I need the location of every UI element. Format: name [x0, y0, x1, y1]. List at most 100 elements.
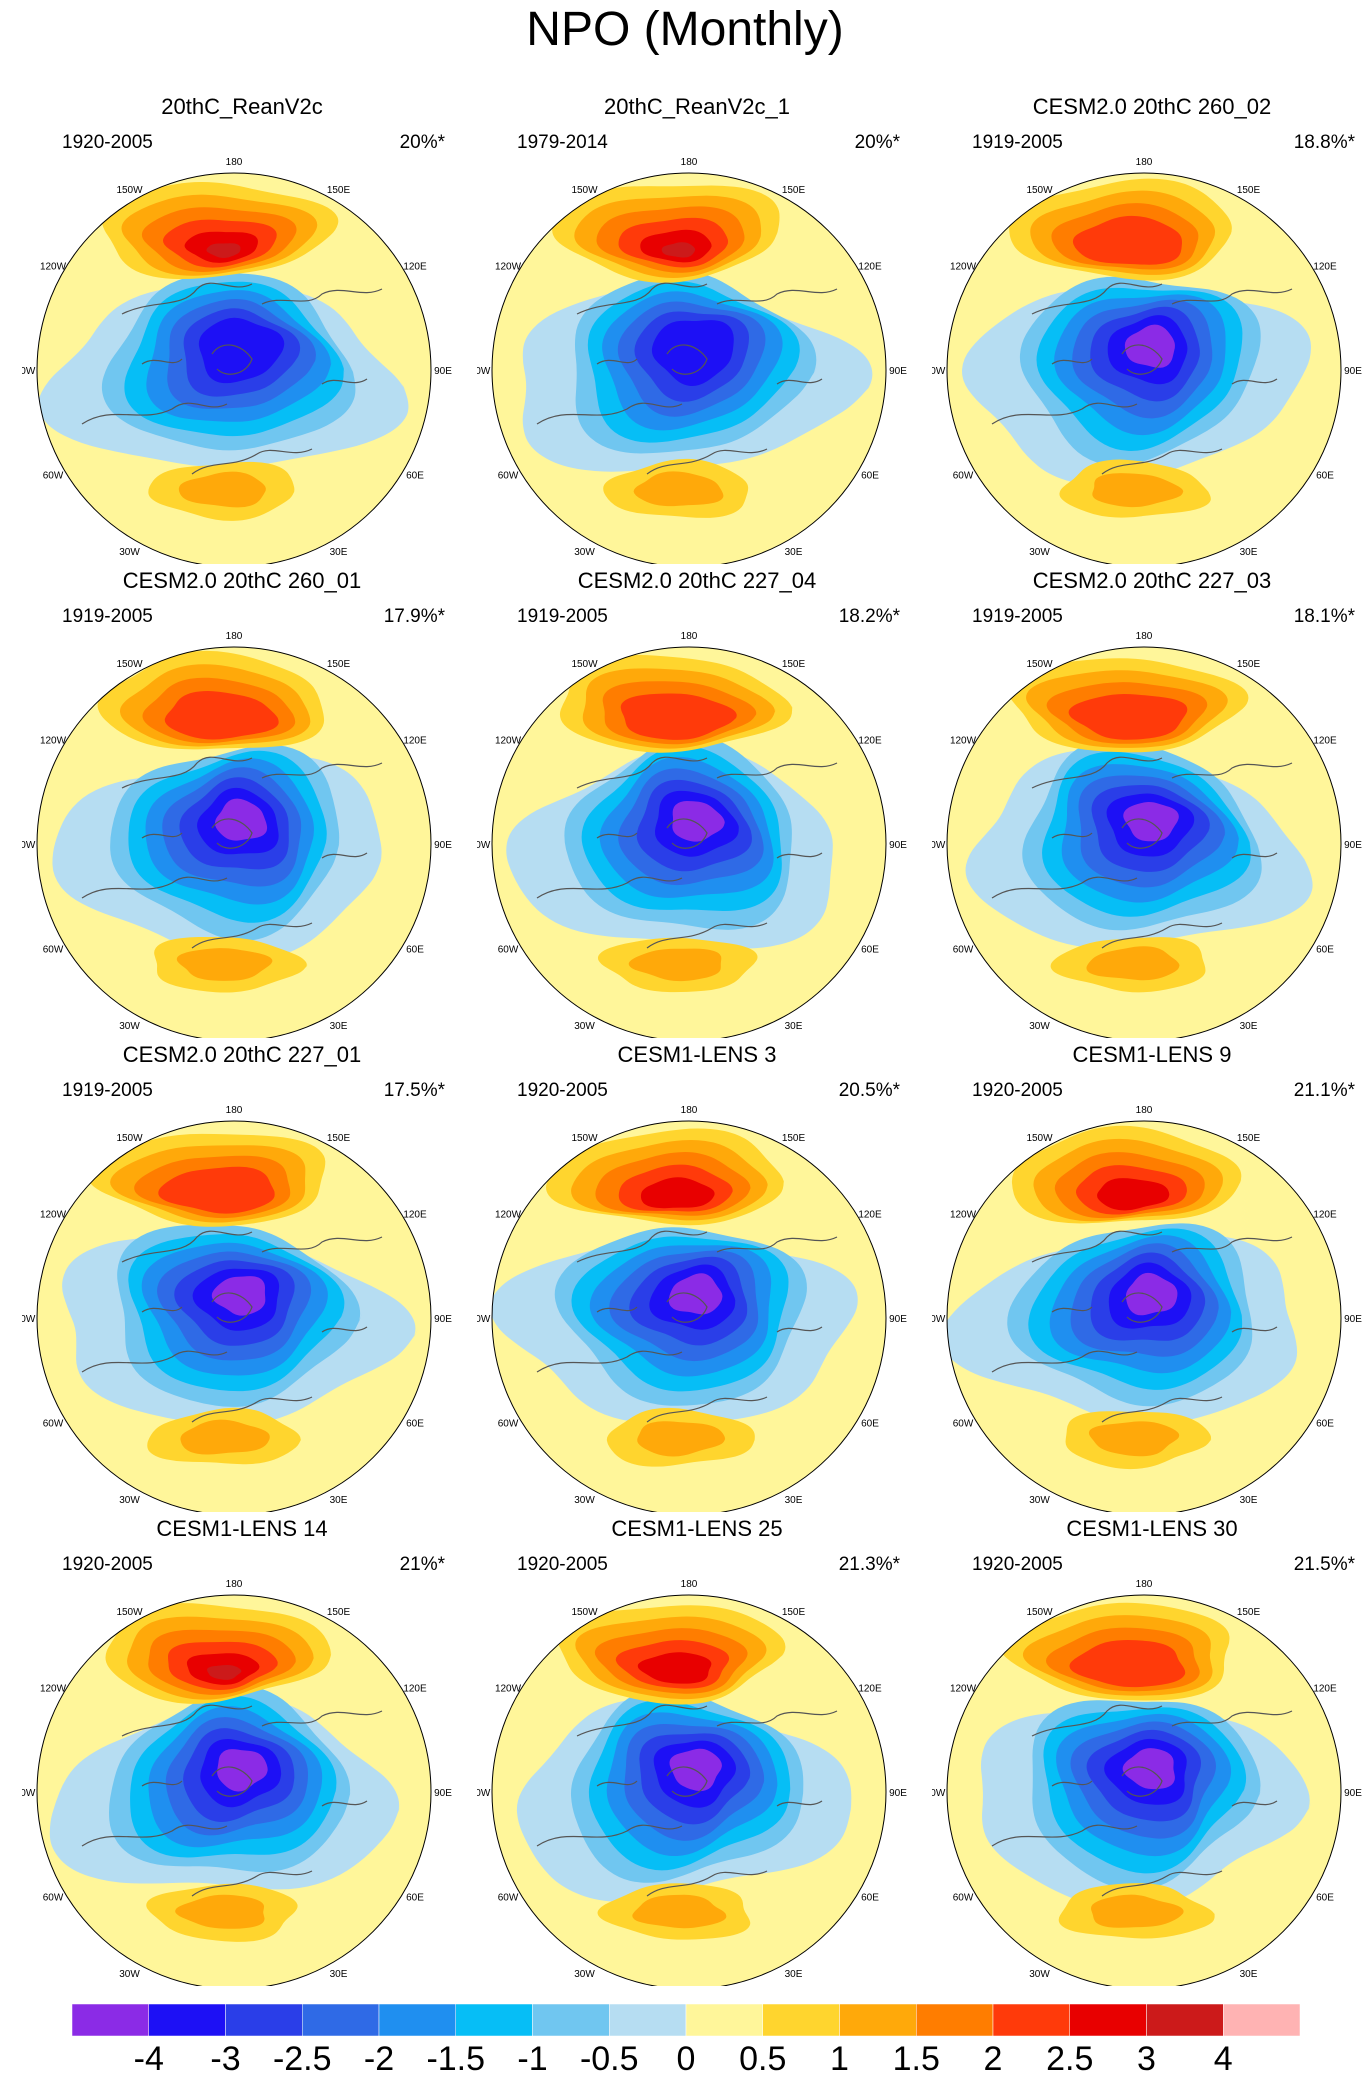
- longitude-label: 90E: [889, 366, 907, 377]
- coastline: [141, 1780, 183, 1787]
- longitude-label: 150E: [327, 1133, 351, 1144]
- longitude-label: 60E: [1316, 1419, 1334, 1430]
- coastline: [991, 1824, 1138, 1847]
- colorbar-swatch: [455, 2004, 533, 2036]
- contour-positive: [1069, 1640, 1186, 1688]
- contour-field: [492, 647, 886, 1038]
- map-panel: CESM2.0 20thC 227_03 180 150E 120E 90E 60E 30E…: [932, 568, 1370, 1038]
- coastline: [1231, 378, 1278, 385]
- contour-field: [947, 647, 1341, 1038]
- coastline: [646, 448, 768, 475]
- longitude-label: 90E: [434, 366, 452, 377]
- longitude-label: 60E: [406, 945, 424, 956]
- contour-positive: [180, 1419, 270, 1455]
- coastline: [81, 1350, 228, 1373]
- longitude-label: 30E: [785, 1021, 803, 1032]
- coastline: [716, 288, 838, 305]
- panel-period: 1920-2005: [517, 1554, 608, 1575]
- longitude-label: 30E: [1240, 547, 1258, 558]
- coastline: [1121, 1292, 1163, 1323]
- contour-negative: [668, 1273, 723, 1315]
- colorbar-tick-label: 1.5: [892, 2040, 940, 2078]
- longitude-label: 120W: [495, 262, 522, 273]
- map-panel: 20thC_ReanV2c180150E120E90E60E30E030W60W…: [22, 94, 462, 564]
- colorbar-swatch: [762, 2004, 840, 2036]
- coastline: [1101, 448, 1223, 475]
- coastline: [646, 1870, 768, 1897]
- longitude-label: 90W: [22, 1788, 36, 1799]
- longitude-label: 120W: [40, 1684, 67, 1695]
- longitude-label: 150W: [1026, 185, 1053, 196]
- longitude-label: 30E: [330, 1021, 348, 1032]
- coastline: [211, 344, 253, 375]
- coastline: [1171, 1710, 1293, 1727]
- contour-positive: [176, 948, 273, 981]
- longitude-label: 120W: [495, 736, 522, 747]
- map-outline: [36, 1120, 432, 1512]
- colorbar-swatch: [685, 2004, 763, 2036]
- longitude-label: 180: [681, 1105, 698, 1116]
- coastline: [776, 378, 823, 385]
- longitude-label: 60W: [43, 945, 64, 956]
- longitude-label: 90E: [889, 840, 907, 851]
- panel-title: CESM1-LENS 14: [156, 1516, 328, 1541]
- coastline: [81, 402, 228, 425]
- longitude-label: 120E: [403, 736, 427, 747]
- longitude-label: 120W: [950, 262, 977, 273]
- coastline: [1231, 852, 1278, 859]
- panel-period: 1919-2005: [972, 606, 1063, 627]
- coastline: [121, 1704, 253, 1737]
- panel-period: 1920-2005: [517, 1080, 608, 1101]
- longitude-label: 60E: [406, 1419, 424, 1430]
- longitude-label: 150W: [571, 185, 598, 196]
- contour-positive: [633, 471, 724, 507]
- colorbar-swatch: [839, 2004, 917, 2036]
- longitude-label: 30W: [574, 1021, 595, 1032]
- longitude-label: 60W: [498, 471, 519, 482]
- panel-period: 1920-2005: [62, 132, 153, 153]
- panel-title: 20thC_ReanV2c_1: [604, 94, 790, 119]
- map-panel: CESM1-LENS 3180150E120E90E60E30E030W60W9…: [477, 1042, 917, 1512]
- map-outline: [491, 1120, 887, 1512]
- longitude-label: 30W: [574, 1495, 595, 1506]
- coastline: [1051, 1306, 1093, 1313]
- panel-period: 1920-2005: [972, 1080, 1063, 1101]
- polar-map: 180150E120E90E60E30E030W60W90W120W150W: [477, 1579, 907, 1986]
- panel-variance: 17.5%*: [383, 1080, 445, 1101]
- longitude-label: 180: [226, 631, 243, 642]
- longitude-label: 150W: [116, 659, 143, 670]
- polar-map: 180150E120E90E60E30E030W60W90W120W150W: [932, 1105, 1362, 1512]
- longitude-label: 180: [1136, 1105, 1153, 1116]
- longitude-label: 180: [226, 1579, 243, 1590]
- longitude-label: 120W: [495, 1684, 522, 1695]
- contour-negative: [672, 801, 725, 842]
- coastline: [666, 1292, 708, 1323]
- longitude-label: 90E: [434, 1788, 452, 1799]
- coastline: [1121, 818, 1163, 849]
- longitude-label: 150E: [1237, 659, 1261, 670]
- longitude-label: 60E: [1316, 1893, 1334, 1904]
- coastline: [121, 1230, 253, 1263]
- map-outline: [946, 1594, 1342, 1986]
- contour-field: [37, 1121, 431, 1512]
- longitude-label: 150E: [782, 1133, 806, 1144]
- contour-positive: [637, 1652, 712, 1684]
- colorbar-tick-label: -1: [517, 2040, 548, 2078]
- longitude-label: 120E: [1313, 262, 1337, 273]
- contour-negative: [198, 317, 285, 384]
- longitude-label: 150E: [1237, 1133, 1261, 1144]
- polar-map: 180150E120E90E60E30E030W60W90W120W150W: [22, 157, 452, 564]
- panel-title: CESM2.0 20thC 227_04: [577, 568, 817, 593]
- colorbar-swatch: [302, 2004, 380, 2036]
- longitude-label: 150E: [782, 185, 806, 196]
- longitude-label: 90E: [434, 840, 452, 851]
- longitude-label: 30E: [785, 547, 803, 558]
- coastline: [261, 1710, 383, 1727]
- colorbar-swatch: [225, 2004, 303, 2036]
- contour-positive: [206, 243, 241, 258]
- polar-map: 180150E120E90E60E30E030W60W90W120W150W: [477, 1105, 907, 1512]
- coastline: [121, 282, 253, 315]
- colorbar-tick-label: 0: [676, 2040, 696, 2078]
- longitude-label: 60W: [953, 1893, 974, 1904]
- coastline: [1031, 1230, 1163, 1263]
